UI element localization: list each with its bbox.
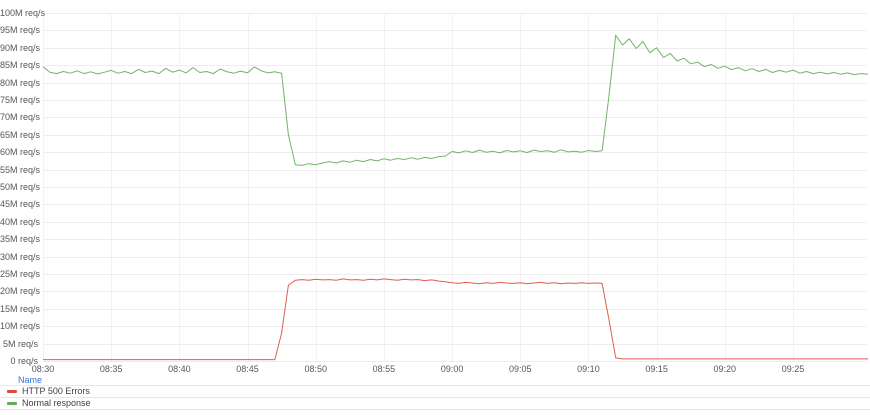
x-axis-label: 09:20 (713, 364, 737, 374)
x-axis-label: 08:50 (304, 364, 327, 374)
legend-series-label: HTTP 500 Errors (22, 386, 90, 396)
y-axis-label: 75M req/s (0, 95, 41, 105)
y-axis-label: 20M req/s (0, 286, 41, 297)
x-axis-label: 08:40 (168, 364, 191, 374)
y-axis-label: 95M req/s (0, 25, 41, 36)
legend: Name HTTP 500 Errors Normal response (0, 375, 870, 410)
series-line-normal-response (42, 34, 869, 166)
y-axis-label: 60M req/s (0, 147, 41, 158)
x-axis-label: 09:10 (577, 364, 600, 374)
y-axis-label: 10M req/s (0, 321, 41, 332)
y-axis-label: 80M req/s (0, 77, 41, 88)
y-axis-label: 15M req/s (0, 303, 41, 314)
y-axis-label: 40M req/s (0, 216, 41, 227)
y-axis-label: 35M req/s (0, 234, 41, 245)
x-axis-label: 08:45 (236, 364, 259, 374)
legend-row[interactable]: Normal response (0, 398, 870, 410)
y-axis-label: 100M req/s (0, 8, 46, 18)
legend-series-label: Normal response (22, 398, 91, 408)
y-axis-label: 55M req/s (0, 164, 41, 175)
x-axis-label: 09:15 (645, 364, 668, 374)
legend-rows: HTTP 500 Errors Normal response (0, 386, 870, 410)
y-axis-label: 70M req/s (0, 112, 41, 123)
y-axis-label: 30M req/s (0, 251, 41, 262)
x-axis-label: 08:55 (372, 364, 396, 374)
x-axis-label: 09:05 (508, 364, 532, 374)
series-color-marker (7, 390, 17, 393)
y-axis-label: 45M req/s (0, 199, 41, 210)
y-axis-label: 50M req/s (0, 182, 41, 192)
y-axis-label: 5M req/s (2, 338, 38, 349)
x-axis-label: 09:25 (781, 364, 805, 374)
x-axis-label: 08:35 (99, 364, 123, 374)
y-axis-label: 85M req/s (0, 60, 41, 71)
series-color-marker (7, 402, 17, 405)
series-line-http-500-errors (43, 278, 868, 361)
x-axis-label: 08:30 (31, 364, 55, 374)
y-axis-label: 25M req/s (0, 269, 41, 279)
x-axis-label: 09:00 (440, 364, 464, 374)
y-axis-label: 65M req/s (0, 129, 41, 140)
y-axis-label: 0 req/s (10, 356, 38, 366)
legend-header-name[interactable]: Name (0, 375, 870, 386)
legend-row[interactable]: HTTP 500 Errors (0, 386, 870, 398)
y-axis-label: 90M req/s (0, 42, 41, 53)
